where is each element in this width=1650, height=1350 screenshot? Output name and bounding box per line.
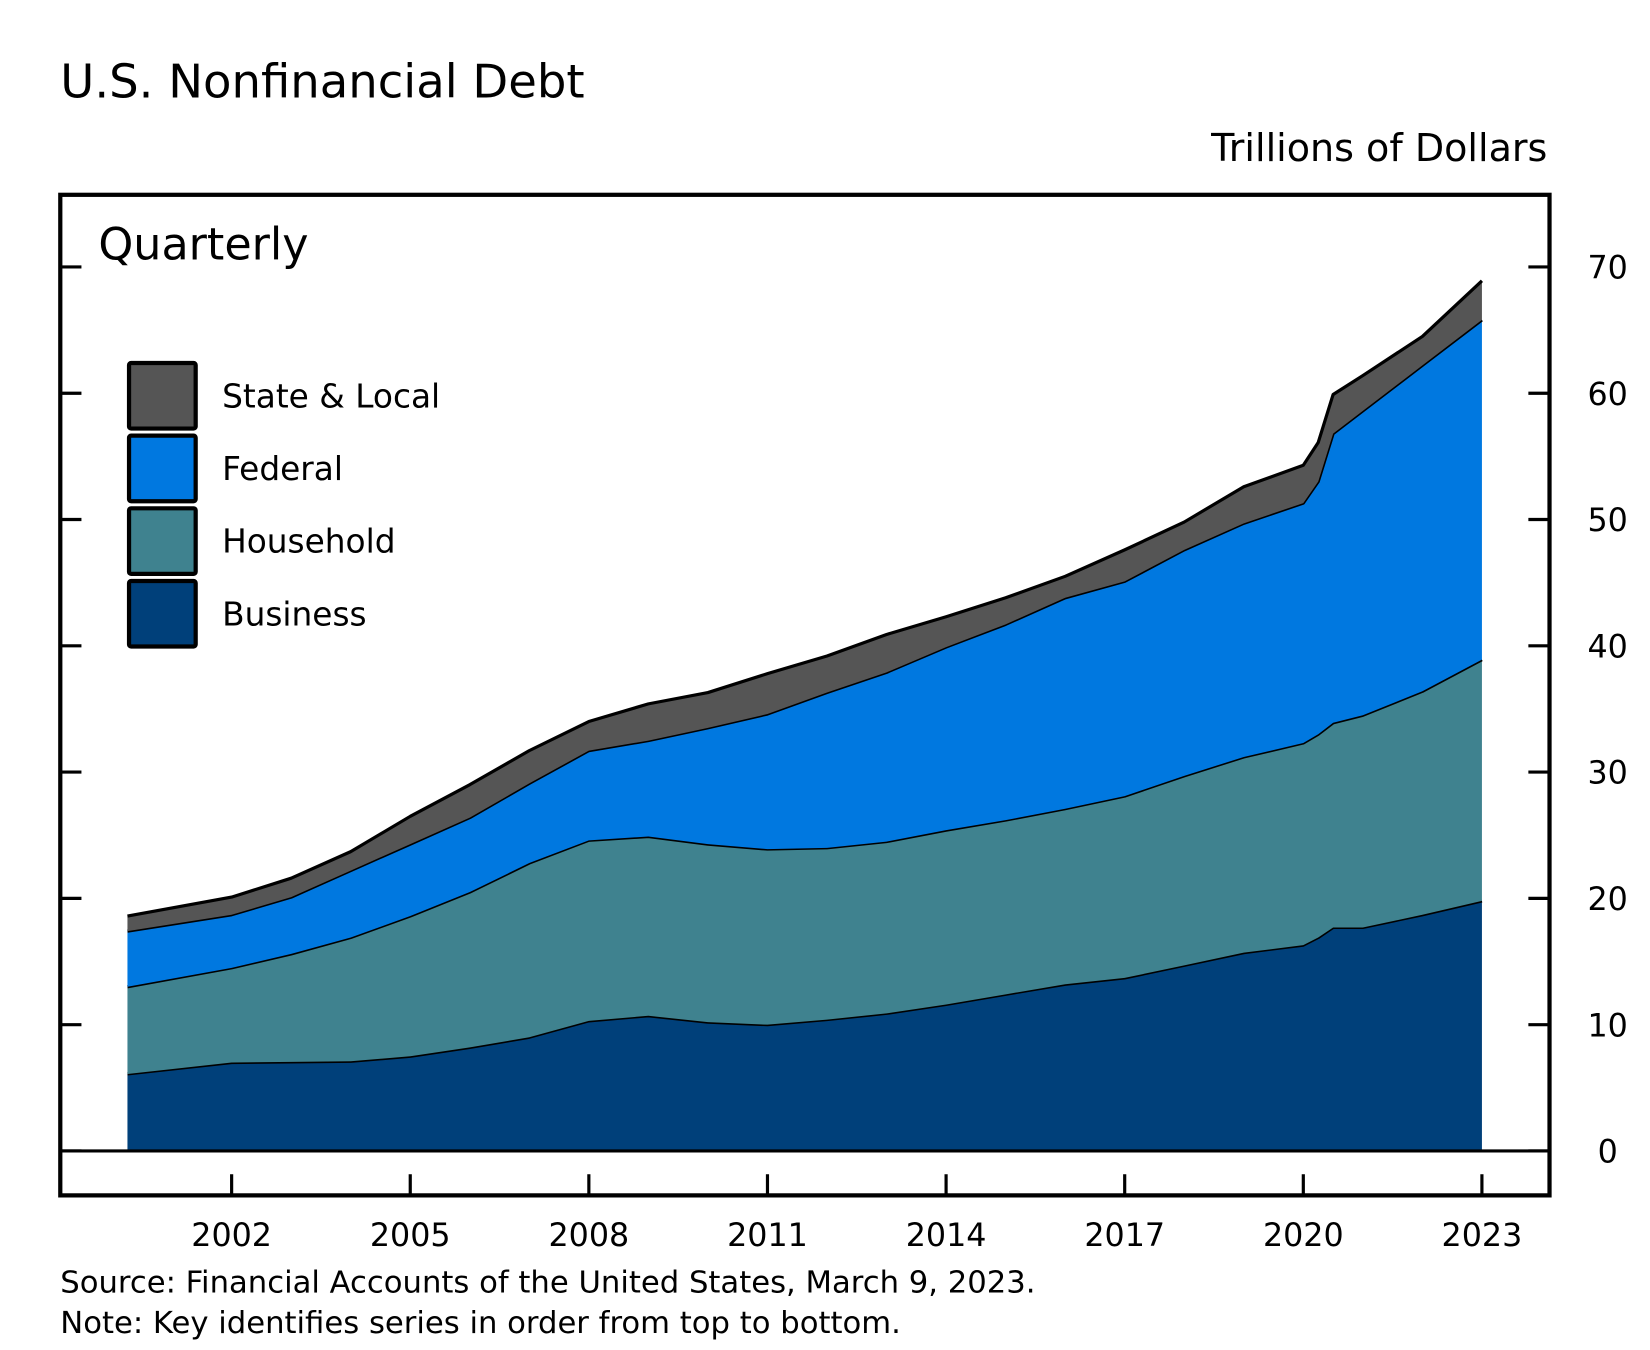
source-note: Source: Financial Accounts of the United… bbox=[60, 1266, 1035, 1301]
area-household bbox=[127, 659, 1482, 1074]
x-tick-label: 2014 bbox=[906, 1218, 987, 1254]
area-layers bbox=[127, 279, 1484, 1151]
legend-swatch bbox=[126, 433, 198, 504]
legend: State & Local Federal Household Business bbox=[126, 360, 440, 649]
legend-label: Business bbox=[222, 595, 366, 633]
area-business bbox=[127, 900, 1482, 1151]
y-tick-label: 0 bbox=[1598, 1135, 1618, 1171]
legend-label: Household bbox=[222, 523, 395, 561]
chart-title: U.S. Nonfinancial Debt bbox=[60, 55, 584, 109]
legend-label: State & Local bbox=[222, 377, 440, 415]
x-tick-label: 2008 bbox=[548, 1218, 629, 1254]
x-tick-label: 2005 bbox=[370, 1218, 451, 1254]
y-tick-label: 50 bbox=[1588, 503, 1628, 539]
legend-swatch bbox=[126, 360, 198, 431]
y-axis-label: Trillions of Dollars bbox=[1210, 126, 1547, 170]
plot-frame bbox=[58, 192, 1552, 1198]
x-tick-label: 2023 bbox=[1442, 1218, 1523, 1254]
series-line-state-local bbox=[127, 279, 1484, 918]
x-tick-label: 2017 bbox=[1084, 1218, 1165, 1254]
x-tick-label: 2011 bbox=[727, 1218, 808, 1254]
legend-swatch bbox=[126, 578, 198, 649]
x-tick-label: 2002 bbox=[191, 1218, 272, 1254]
y-tick-label: 10 bbox=[1588, 1008, 1628, 1044]
x-ticks: 2002 2005 2008 2011 2014 2017 2020 2023 bbox=[191, 1174, 1522, 1254]
legend-label: Federal bbox=[222, 450, 343, 488]
y-tick-label: 60 bbox=[1588, 377, 1628, 413]
y-tick-label: 70 bbox=[1588, 251, 1628, 287]
legend-swatch bbox=[126, 506, 198, 576]
x-tick-label: 2020 bbox=[1263, 1218, 1344, 1254]
y-tick-label: 40 bbox=[1588, 629, 1628, 665]
key-note: Note: Key identifies series in order fro… bbox=[60, 1306, 901, 1341]
frequency-annotation: Quarterly bbox=[98, 219, 308, 270]
y-tick-label: 20 bbox=[1588, 882, 1628, 918]
y-tick-label: 30 bbox=[1588, 756, 1628, 792]
y-ticks: 0 10 20 30 40 50 60 70 bbox=[60, 251, 1628, 1171]
